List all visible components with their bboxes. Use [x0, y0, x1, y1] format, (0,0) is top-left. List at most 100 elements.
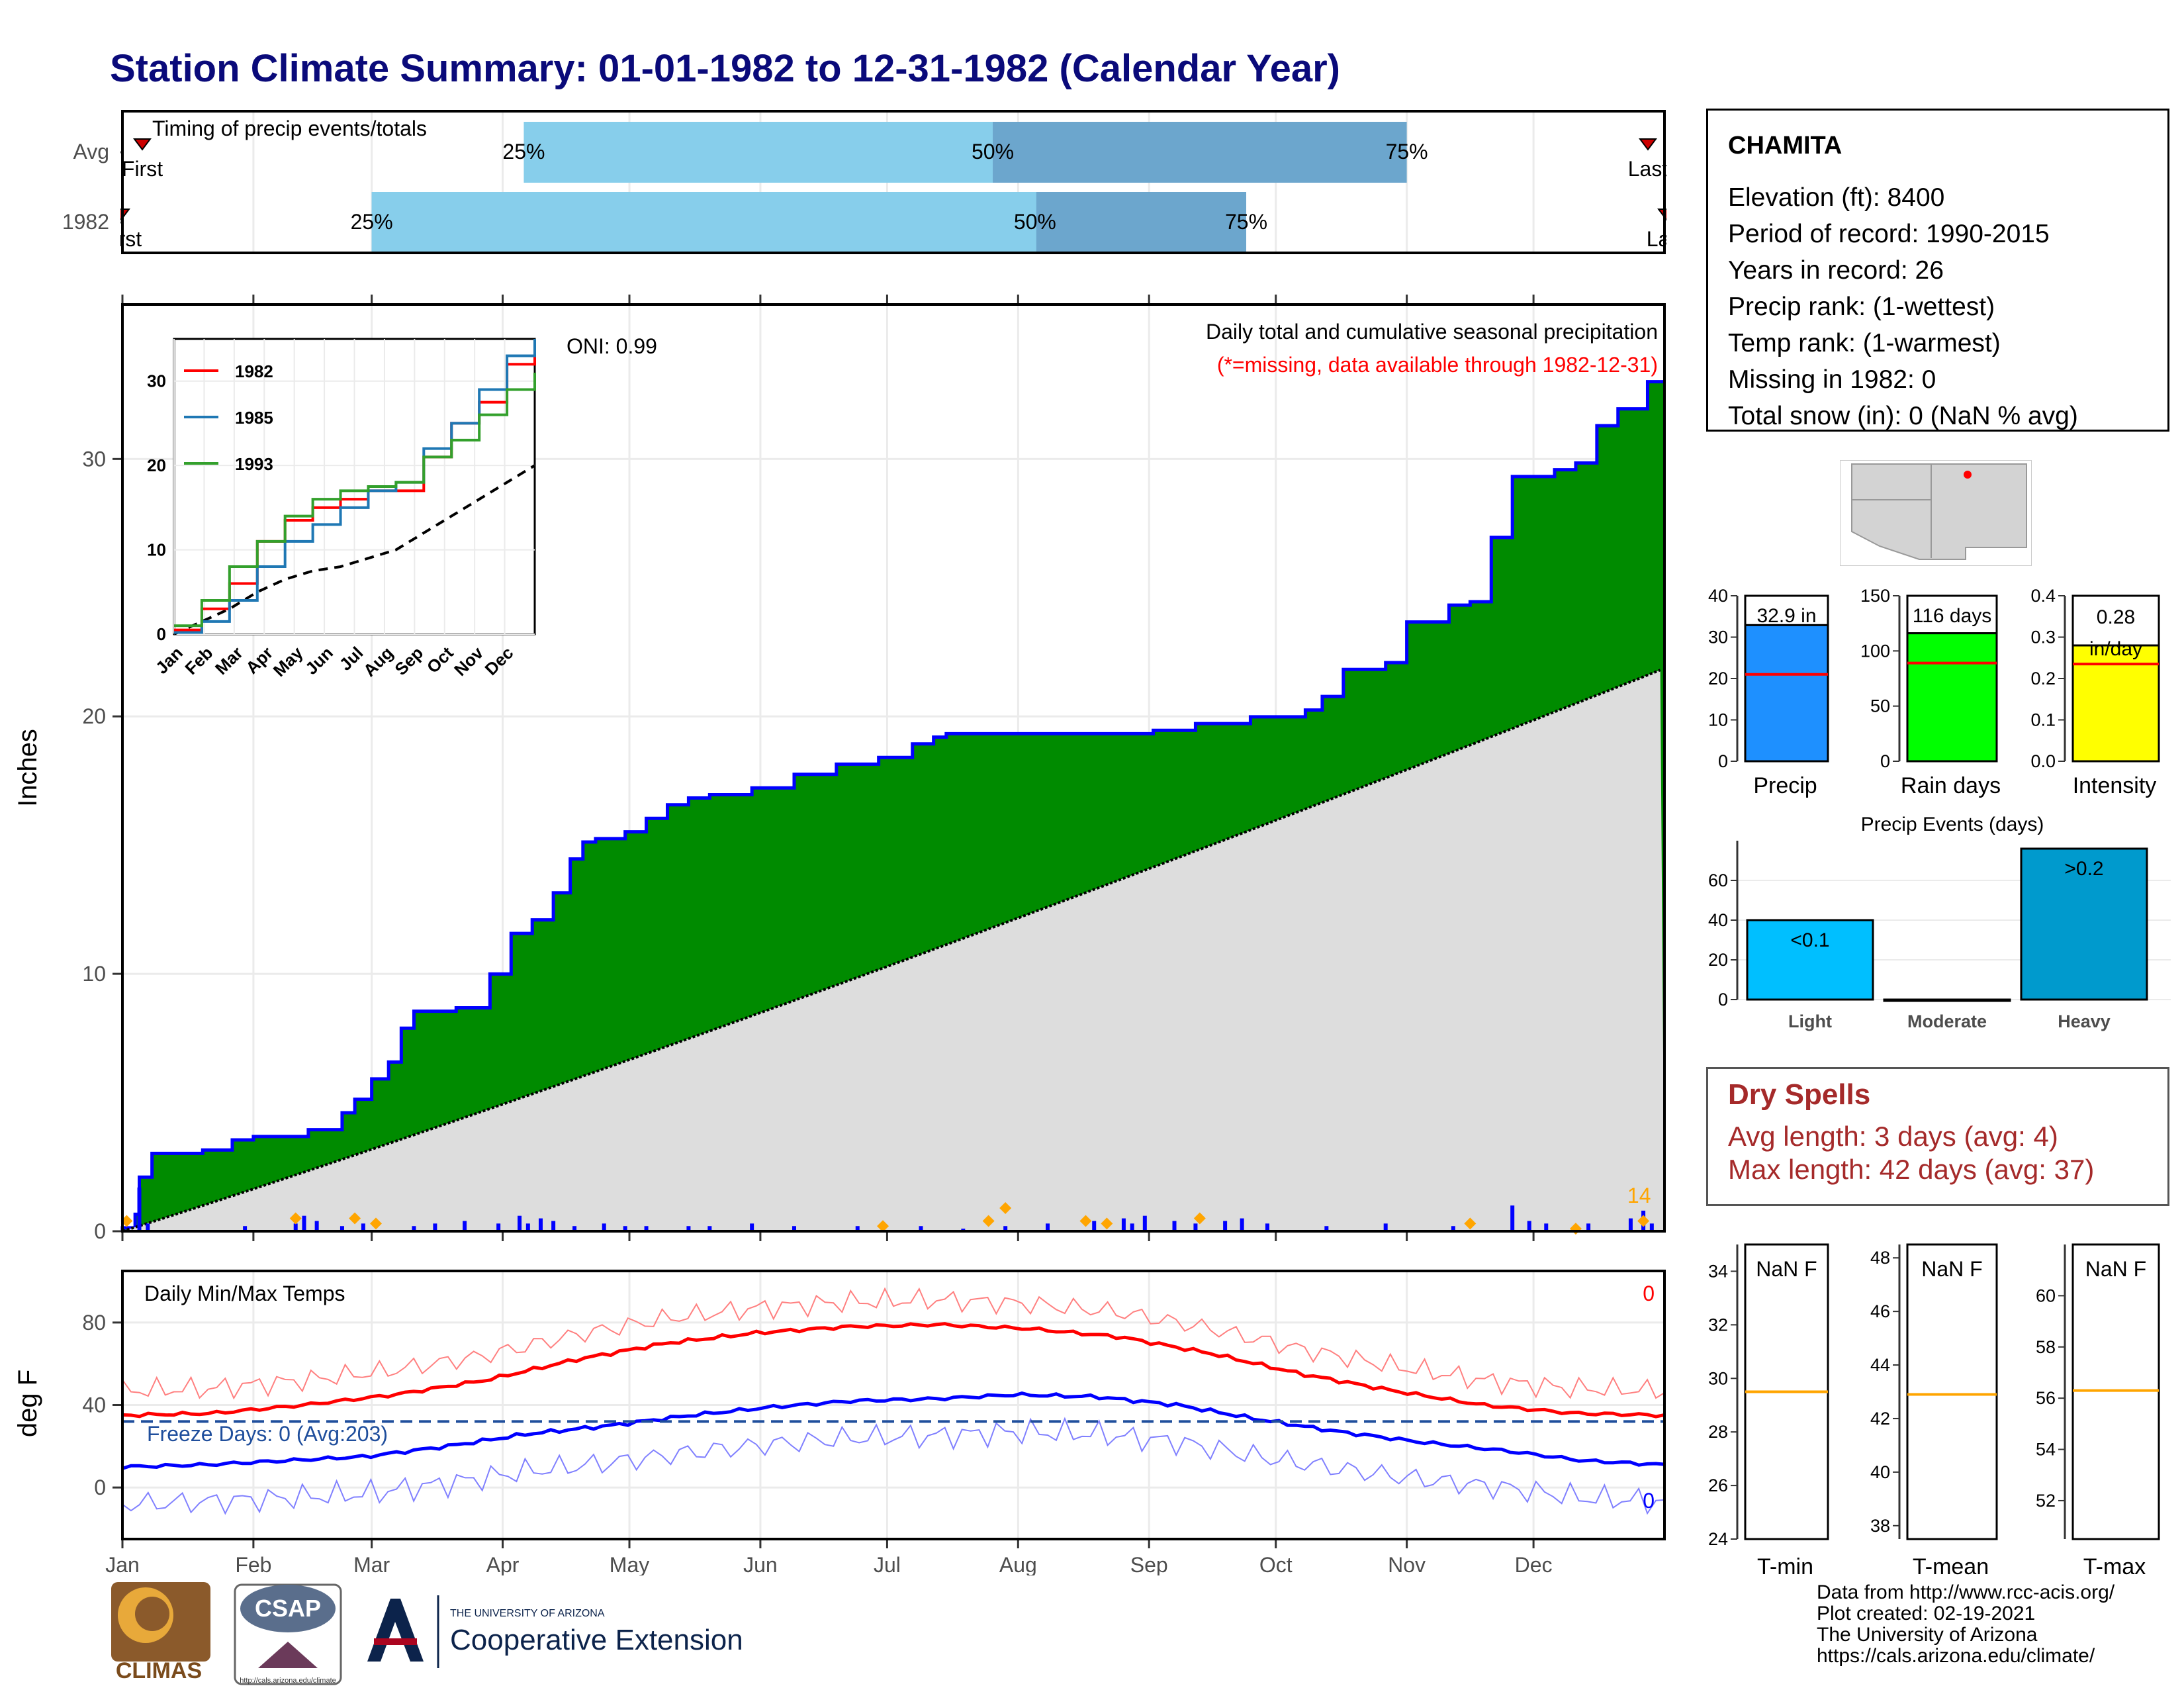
credit-plot-created: Plot created: 02-19-2021: [1817, 1603, 2036, 1624]
location-map: [1840, 460, 2032, 566]
timing-left-mask: [0, 111, 120, 253]
tsum-value-label: NaN F: [1921, 1257, 1982, 1281]
station-years: Years in record: 26: [1728, 256, 1944, 285]
totals-y-tick-label: 10: [1708, 710, 1728, 730]
month-label: Oct: [1259, 1553, 1293, 1575]
timing-first-marker: [133, 138, 152, 151]
tsum-y-tick-label: 46: [1870, 1301, 1890, 1321]
station-elevation: Elevation (ft): 8400: [1728, 183, 1945, 212]
totals-bar-rain-days: [1906, 632, 1998, 763]
precip-y-tick-label: 20: [82, 704, 106, 728]
totals-label-box: [1906, 594, 1998, 635]
daily-precip-bar: [750, 1223, 754, 1231]
inset-legend-label: 1982: [235, 361, 273, 381]
snow-marker: [1079, 1215, 1092, 1227]
inset-legend-label: 1993: [235, 454, 273, 474]
timing-chart: Timing of precip events/totals Avg 25% 50% 7…: [0, 110, 1681, 254]
tmax-record-line: [122, 1287, 1665, 1400]
snow-marker: [1101, 1217, 1113, 1230]
temp-frame: [121, 1270, 1666, 1540]
svg-text:http://cals.arizona.edu/climat: http://cals.arizona.edu/climate: [240, 1677, 336, 1685]
dry-spells-avg: Avg length: 3 days (avg: 4): [1728, 1121, 2058, 1152]
daily-precip-bar: [1172, 1221, 1177, 1231]
temp-chart-title: Daily Min/Max Temps: [144, 1282, 345, 1305]
daily-precip-bar: [1142, 1215, 1147, 1231]
tsum-y-tick-label: 40: [1870, 1462, 1890, 1482]
timing-right-mask: [1666, 111, 1681, 253]
snow-marker: [1193, 1212, 1206, 1225]
month-label: May: [610, 1553, 649, 1575]
credits: Data from http://www.rcc-acis.org/ Plot …: [1817, 1582, 2115, 1667]
totals-y-tick-label: 0.3: [2030, 628, 2056, 647]
tsum-category-label: T-min: [1757, 1554, 1813, 1575]
daily-precip-bar: [1586, 1223, 1591, 1231]
logo-strip: CLIMAS CSAP http://cals.arizona.edu/clim…: [111, 1582, 743, 1685]
timing-title: Timing of precip events/totals: [152, 117, 427, 140]
tsum-box-t-mean: [1906, 1243, 1998, 1540]
daily-precip-bar: [1649, 1223, 1654, 1231]
totals-value-label: 0.28: [2097, 606, 2135, 628]
daily-precip-bar: [1130, 1223, 1134, 1231]
events-y-tick-label: 40: [1708, 910, 1728, 930]
daily-precip-bar: [1223, 1221, 1228, 1231]
timing-row-label: Avg: [73, 140, 109, 164]
tsum-y-tick-label: 34: [1708, 1261, 1728, 1281]
daily-precip-bar: [602, 1223, 606, 1231]
daily-precip-bar: [314, 1221, 319, 1231]
daily-precip-bar: [361, 1223, 365, 1231]
daily-precip-bar: [538, 1218, 543, 1231]
tsum-y-tick-label: 48: [1870, 1248, 1890, 1268]
timing-quartile-label: 75%: [1225, 210, 1267, 234]
tsum-y-tick-label: 32: [1708, 1315, 1728, 1335]
daily-precip-bar: [1544, 1223, 1549, 1231]
svg-text:Cooperative Extension: Cooperative Extension: [450, 1624, 743, 1656]
daily-precip-bar: [1265, 1223, 1269, 1231]
precip-frame: [121, 303, 1666, 1233]
tsum-category-label: T-mean: [1913, 1554, 1989, 1575]
totals-bar-charts: 0 10 20 30 40 32.9 in Precip 0 50 100 150 116 days R…: [1708, 586, 2160, 798]
month-label: Mar: [353, 1553, 390, 1575]
daily-precip-bar: [525, 1223, 530, 1231]
avg-cumulative-area: [122, 670, 1664, 1231]
inset-series-line: [174, 372, 536, 628]
max-count-label: 0: [1643, 1282, 1655, 1305]
avg-cumulative-line: [122, 669, 1661, 1233]
events-title: Precip Events (days): [1861, 814, 2044, 835]
snow-marker: [349, 1212, 361, 1225]
daily-precip-bar: [686, 1226, 691, 1231]
timing-first-label: First: [122, 157, 163, 181]
svg-text:CSAP: CSAP: [255, 1595, 321, 1622]
inset-legend-label: 1985: [235, 408, 273, 428]
daily-precip-bar: [1510, 1205, 1515, 1231]
daily-precip-bar: [518, 1215, 522, 1231]
tmin-avg-line: [122, 1391, 1665, 1470]
events-bar-heavy: [2020, 847, 2148, 1001]
events-bar-label: >0.2: [2064, 858, 2103, 880]
tsum-y-tick-label: 60: [2036, 1286, 2056, 1305]
timing-last-marker: [1639, 138, 1657, 151]
totals-label-box: [1744, 594, 1829, 626]
csap-logo: CSAP http://cals.arizona.edu/climate: [234, 1583, 342, 1685]
daily-precip-bar: [919, 1226, 923, 1231]
snow-marker: [982, 1215, 995, 1227]
month-label: Aug: [999, 1553, 1037, 1575]
events-bar-light: [1746, 919, 1874, 1001]
inset-y-tick-label: 20: [147, 455, 166, 475]
tsum-y-tick-label: 44: [1870, 1355, 1890, 1375]
daily-precip-bar: [551, 1221, 556, 1231]
month-label: Dec: [1515, 1553, 1553, 1575]
precip-events-chart: Precip Events (days) 0 20 40 60 <0.1 Light Mode…: [1708, 814, 2171, 1031]
events-y-tick-label: 0: [1718, 990, 1728, 1009]
totals-value-label: in/day: [2089, 638, 2142, 660]
min-count-label: 0: [1643, 1489, 1655, 1513]
precip-y-axis-label: Inches: [13, 729, 42, 807]
timing-quartile-label: 25%: [502, 140, 545, 164]
tsum-y-tick-label: 58: [2036, 1337, 2056, 1357]
timing-bar-q50-q75: [993, 122, 1407, 183]
daily-precip-bar: [1527, 1221, 1531, 1231]
cumulative-precip-line: [120, 380, 1664, 1231]
daily-precip-bar: [302, 1215, 306, 1231]
tsum-y-tick-label: 38: [1870, 1516, 1890, 1536]
month-label: Feb: [235, 1553, 271, 1575]
daily-precip-bar: [572, 1226, 577, 1231]
